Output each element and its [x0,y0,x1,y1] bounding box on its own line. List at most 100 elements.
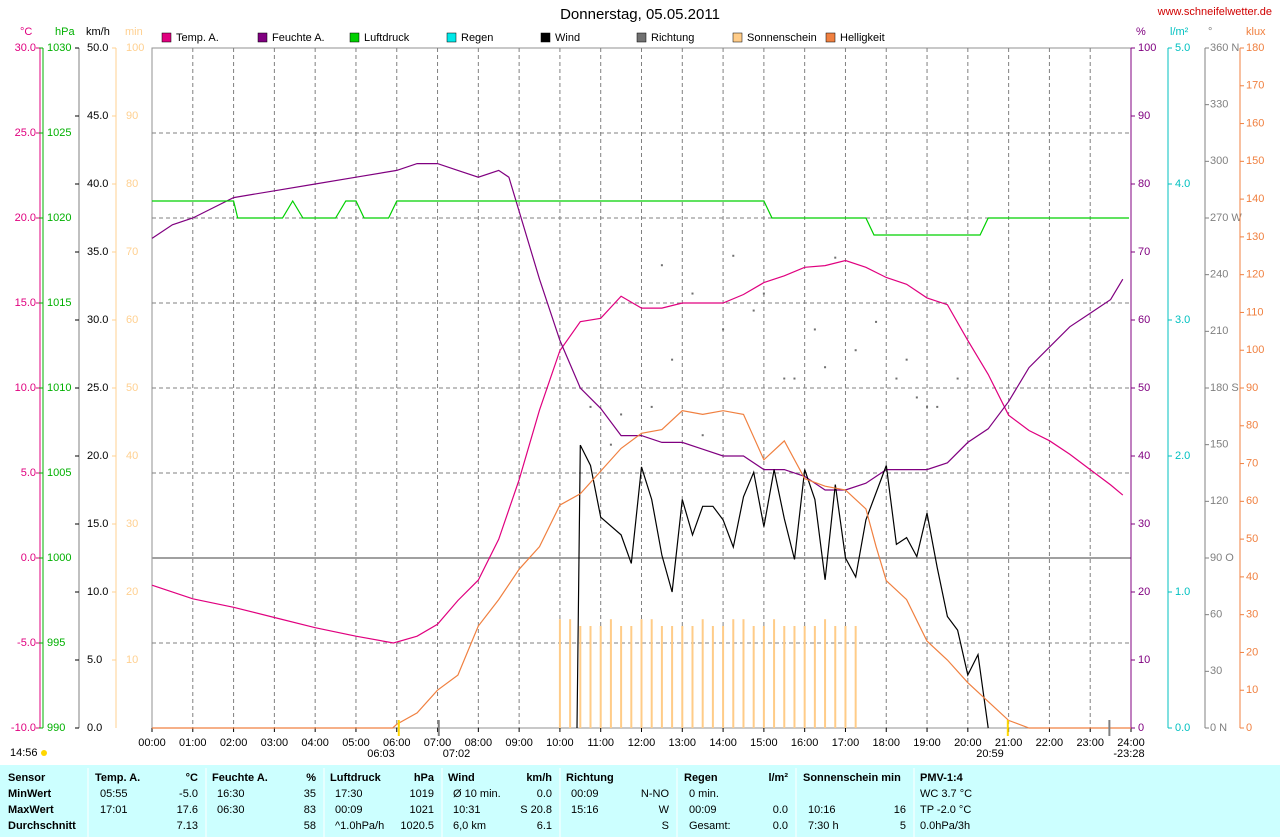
y-tick-label: 140 [1246,193,1264,205]
table-cell: 06:30 [217,804,245,816]
sunshine-bar [599,626,602,728]
y-tick-label: 60 [126,314,138,326]
y-tick-label: 45.0 [87,110,108,122]
x-tick-label: 00:00 [138,737,166,749]
y-tick-label: 160 [1246,117,1264,129]
y-tick-label: -5.0 [17,637,36,649]
axis-unit: ° [1208,26,1212,38]
direction-dot [650,405,653,408]
table-cell: N-NO [641,788,670,800]
legend-label: Luftdruck [364,32,410,44]
y-tick-label: 1010 [47,382,71,394]
y-tick-label: 50.0 [87,42,108,54]
legend-label: Wind [555,32,580,44]
table-header: km/h [526,772,552,784]
y-tick-label: 1.0 [1175,586,1190,598]
table-header: Feuchte A. [212,772,268,784]
axis-unit: l/m² [1170,26,1189,38]
axis-unit: km/h [86,26,110,38]
x-tick-label: 13:00 [669,737,697,749]
table-header: l/m² [768,772,788,784]
table-cell: Gesamt: [689,820,731,832]
y-tick-label: 1005 [47,467,71,479]
sunshine-bar [854,626,857,728]
sunshine-bar [671,626,674,728]
series-line [152,410,1131,729]
table-cell: 17.6 [177,804,198,816]
table-cell: 15:16 [571,804,599,816]
x-tick-label: 16:00 [791,737,819,749]
table-cell: 0.0 [773,804,788,816]
direction-dot [854,349,857,352]
direction-dot [936,405,939,408]
x-tick-label: 20:00 [954,737,982,749]
y-tick-label: 90 O [1210,552,1234,564]
table-header: Temp. A. [95,772,140,784]
y-tick-label: 15.0 [87,518,108,530]
table-header: PMV-1:4 [920,772,964,784]
sun-icon [41,750,47,756]
y-tick-label: 30.0 [15,42,36,54]
y-tick-label: 35.0 [87,246,108,258]
table-cell: 1021 [410,804,434,816]
table-cell: MinWert [8,788,52,800]
sunshine-bar [558,619,561,728]
direction-dot [895,377,898,380]
series-line [151,163,1124,491]
legend-swatch [257,32,268,43]
table-background [0,765,1280,837]
y-tick-label: 990 [47,722,65,734]
legend-label: Feuchte A. [272,32,325,44]
table-cell: Durchschnitt [8,820,76,832]
table-cell: 7:30 h [808,820,839,832]
sunshine-bar [681,626,684,728]
x-tick-label: 08:00 [465,737,493,749]
axis-unit: °C [20,26,32,38]
sunshine-bar [650,619,653,728]
y-tick-label: 0.0 [87,722,102,734]
x-tick-label: 06:00 [383,737,411,749]
x-tick-label: 19:00 [913,737,941,749]
table-cell: 0.0 [773,820,788,832]
legend-swatch [540,32,551,43]
sunshine-bar [630,626,633,728]
series-line [576,444,989,729]
y-tick-label: 1030 [47,42,71,54]
y-tick-label: 0.0 [1175,722,1190,734]
sunshine-bar [844,626,847,728]
direction-dot [660,264,663,267]
y-tick-label: 2.0 [1175,450,1190,462]
axis-unit: hPa [55,26,75,38]
sunshine-bar [620,626,623,728]
y-tick-label: 5.0 [1175,42,1190,54]
sunshine-bar [762,626,765,728]
x-tick-label: 12:00 [628,737,656,749]
x-tick-label: 24:00 [1117,737,1145,749]
table-cell: MaxWert [8,804,54,816]
table-header: Wind [448,772,475,784]
y-tick-label: 20 [126,586,138,598]
y-tick-label: 180 S [1210,382,1239,394]
table-cell: W [659,804,670,816]
table-cell: 00:09 [335,804,363,816]
sunshine-bar [773,619,776,728]
y-tick-label: 120 [1246,269,1264,281]
table-cell: 16:30 [217,788,245,800]
sunshine-bar [803,626,806,728]
current-time: 14:56 [10,747,38,759]
table-cell: 35 [304,788,316,800]
y-tick-label: 30.0 [87,314,108,326]
table-header: hPa [414,772,435,784]
y-tick-label: 15.0 [15,297,36,309]
y-tick-label: 150 [1210,439,1228,451]
y-tick-label: 80 [126,178,138,190]
table-cell: 7.13 [177,820,198,832]
y-tick-label: 170 [1246,80,1264,92]
table-cell: 00:09 [571,788,599,800]
y-tick-label: 150 [1246,155,1264,167]
legend-swatch [446,32,457,43]
sunshine-bar [711,626,714,728]
table-cell: TP -2.0 °C [920,804,971,816]
x-tick-label: 03:00 [261,737,289,749]
